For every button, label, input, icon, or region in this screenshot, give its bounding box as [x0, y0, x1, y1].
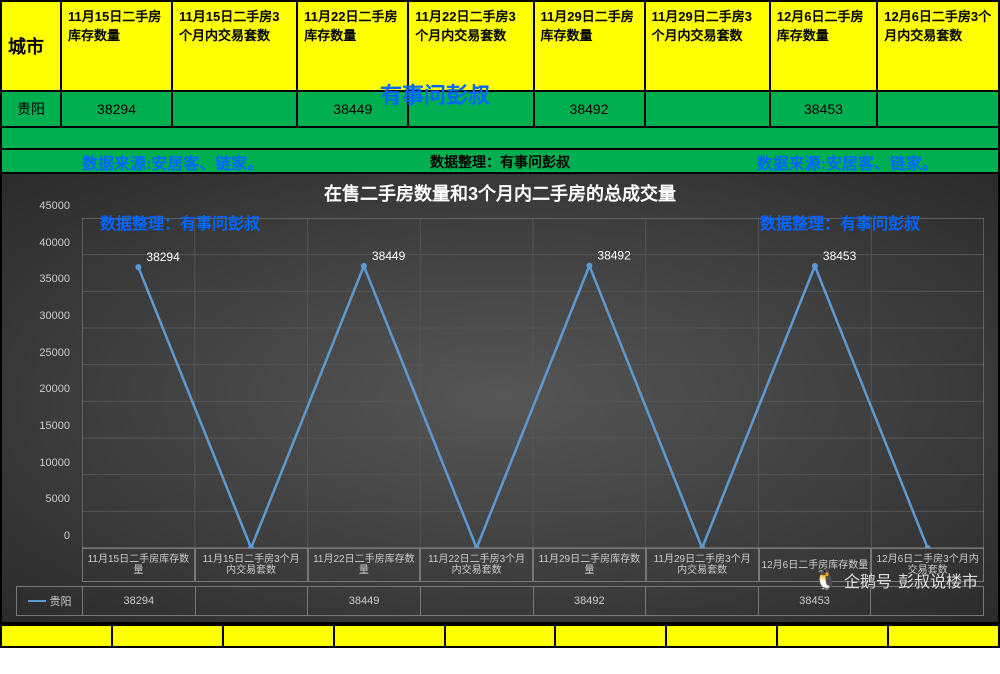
credit-source-left: 数据来源:安居客、链家。	[82, 150, 263, 174]
legend-series-label: 贵阳	[17, 587, 83, 615]
col-4: 11月29日二手房库存数量	[534, 1, 645, 91]
green-separator-row	[1, 127, 999, 149]
y-tick: 30000	[39, 310, 70, 322]
legend-cell	[196, 587, 309, 615]
cell-5	[645, 91, 770, 127]
y-axis: 0 5000 10000 15000 20000 25000 30000 35000 40000…	[2, 218, 78, 548]
x-label: 11月29日二手房3个月内交易套数	[646, 548, 759, 582]
x-label: 11月15日二手房库存数量	[82, 548, 195, 582]
legend-cell	[646, 587, 759, 615]
legend-cell	[421, 587, 534, 615]
col-6: 12月6日二手房库存数量	[770, 1, 877, 91]
x-label: 11月22日二手房库存数量	[308, 548, 421, 582]
legend-cell: 38449	[308, 587, 421, 615]
credits-bar: 数据来源:安居客、链家。 数据整理：有事问彭叔 数据来源:安居客、链家。	[0, 150, 1000, 174]
penguin-icon: 🐧	[813, 567, 838, 592]
credit-source-right: 数据来源:安居客、链家。	[757, 150, 938, 174]
data-table: 城市 11月15日二手房库存数量 11月15日二手房3个月内交易套数 11月22…	[0, 0, 1000, 150]
overlay-title: 有事问彭叔	[380, 78, 490, 110]
cell-4: 38492	[534, 91, 645, 127]
y-tick: 40000	[39, 237, 70, 249]
x-label: 11月15日二手房3个月内交易套数	[195, 548, 308, 582]
col-0: 11月15日二手房库存数量	[61, 1, 172, 91]
x-label: 11月22日二手房3个月内交易套数	[420, 548, 533, 582]
credit-compile-mid: 数据整理：有事问彭叔	[430, 152, 570, 172]
y-tick: 20000	[39, 383, 70, 395]
cell-6: 38453	[770, 91, 877, 127]
chart-svg: 38294 38449 38492 38453	[82, 218, 984, 548]
svg-text:38449: 38449	[372, 249, 406, 263]
cell-0: 38294	[61, 91, 172, 127]
y-tick: 5000	[46, 493, 70, 505]
y-tick: 25000	[39, 347, 70, 359]
table-header-row: 城市 11月15日二手房库存数量 11月15日二手房3个月内交易套数 11月22…	[1, 1, 999, 91]
bottom-yellow-row	[0, 624, 1000, 648]
chart-container: 在售二手房数量和3个月内二手房的总成交量 0 5000 10000 15000 2000…	[0, 174, 1000, 624]
x-label: 11月29日二手房库存数量	[533, 548, 646, 582]
watermark-brand: 企鹅号	[844, 568, 892, 592]
watermark-author: 彭叔说楼市	[898, 568, 978, 592]
cell-7	[877, 91, 999, 127]
data-labels: 38294 38449 38492 38453	[146, 249, 856, 264]
cell-city: 贵阳	[1, 91, 61, 127]
col-7: 12月6日二手房3个月内交易套数	[877, 1, 999, 91]
y-tick: 15000	[39, 420, 70, 432]
legend-cell: 38294	[83, 587, 196, 615]
y-tick: 35000	[39, 273, 70, 285]
svg-text:38492: 38492	[597, 249, 631, 263]
y-tick: 0	[64, 530, 70, 542]
svg-text:38453: 38453	[823, 249, 857, 263]
y-tick: 10000	[39, 457, 70, 469]
legend-cell: 38492	[534, 587, 647, 615]
chart-title: 在售二手房数量和3个月内二手房的总成交量	[2, 180, 998, 206]
col-city: 城市	[1, 1, 61, 91]
legend-swatch	[28, 600, 46, 602]
cell-1	[172, 91, 297, 127]
plot-area: 38294 38449 38492 38453	[82, 218, 984, 548]
watermark: 🐧 企鹅号 彭叔说楼市	[813, 567, 978, 592]
legend-series-name: 贵阳	[50, 593, 72, 609]
svg-text:38294: 38294	[146, 250, 180, 264]
gridlines	[82, 218, 984, 548]
col-5: 11月29日二手房3个月内交易套数	[645, 1, 770, 91]
table-data-row: 贵阳 38294 38449 38492 38453	[1, 91, 999, 127]
col-1: 11月15日二手房3个月内交易套数	[172, 1, 297, 91]
